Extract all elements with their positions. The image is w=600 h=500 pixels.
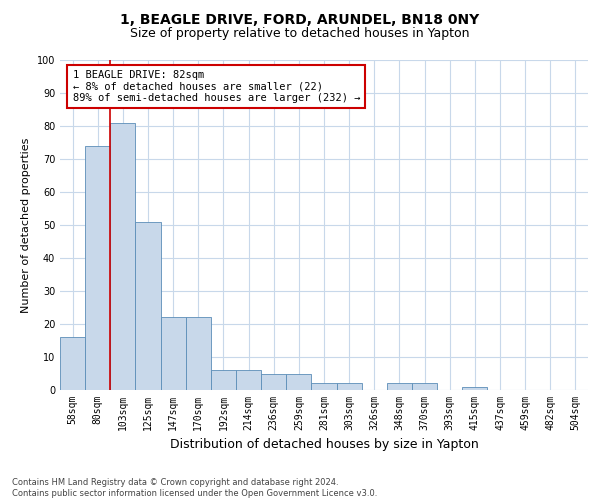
Bar bbox=[387, 384, 412, 390]
Bar bbox=[136, 222, 161, 390]
Text: Size of property relative to detached houses in Yapton: Size of property relative to detached ho… bbox=[130, 28, 470, 40]
Bar bbox=[311, 384, 337, 390]
Bar bbox=[161, 318, 186, 390]
Text: 1, BEAGLE DRIVE, FORD, ARUNDEL, BN18 0NY: 1, BEAGLE DRIVE, FORD, ARUNDEL, BN18 0NY bbox=[121, 12, 479, 26]
Bar bbox=[110, 122, 136, 390]
Text: 1 BEAGLE DRIVE: 82sqm
← 8% of detached houses are smaller (22)
89% of semi-detac: 1 BEAGLE DRIVE: 82sqm ← 8% of detached h… bbox=[73, 70, 360, 103]
Y-axis label: Number of detached properties: Number of detached properties bbox=[21, 138, 31, 312]
Bar bbox=[186, 318, 211, 390]
Bar bbox=[462, 386, 487, 390]
Bar bbox=[337, 384, 362, 390]
Bar bbox=[85, 146, 110, 390]
Bar bbox=[211, 370, 236, 390]
Bar bbox=[236, 370, 261, 390]
Text: Contains HM Land Registry data © Crown copyright and database right 2024.
Contai: Contains HM Land Registry data © Crown c… bbox=[12, 478, 377, 498]
Bar bbox=[412, 384, 437, 390]
Bar bbox=[60, 337, 85, 390]
X-axis label: Distribution of detached houses by size in Yapton: Distribution of detached houses by size … bbox=[170, 438, 478, 452]
Bar bbox=[286, 374, 311, 390]
Bar bbox=[261, 374, 286, 390]
